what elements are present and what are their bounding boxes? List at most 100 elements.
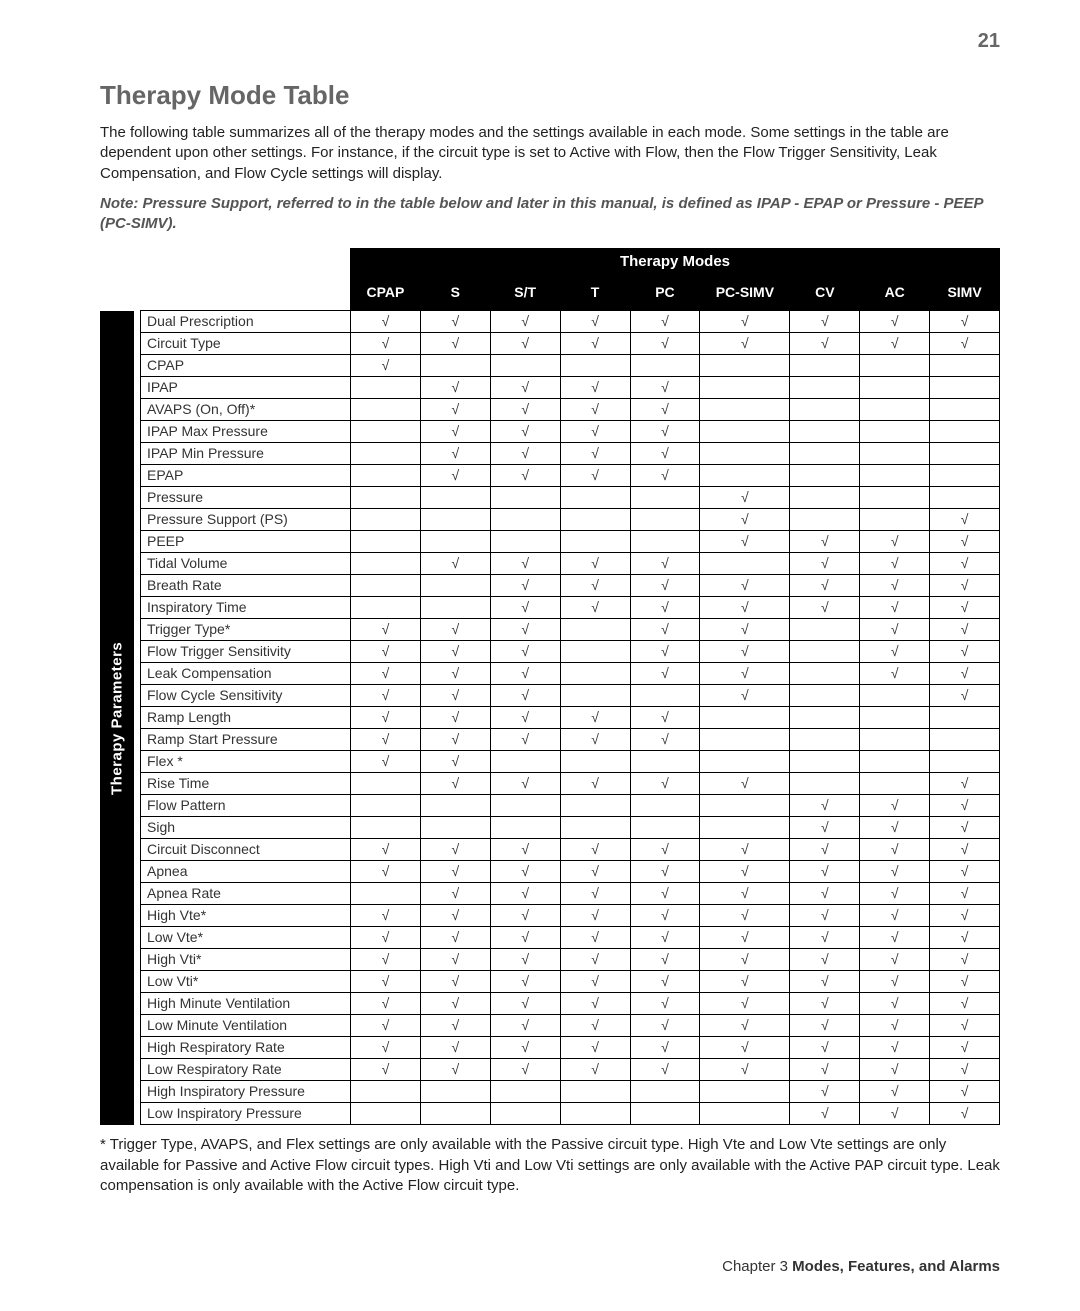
table-cell: √ <box>630 707 700 729</box>
check-icon: √ <box>741 907 749 923</box>
check-icon: √ <box>591 709 599 725</box>
check-icon: √ <box>891 643 899 659</box>
check-icon: √ <box>591 841 599 857</box>
table-cell: √ <box>351 1059 421 1081</box>
check-icon: √ <box>961 621 969 637</box>
table-cell: √ <box>860 619 930 641</box>
table-cell <box>700 399 790 421</box>
table-cell: √ <box>860 1059 930 1081</box>
table-cell: √ <box>860 641 930 663</box>
table-row: IPAP Min Pressure√√√√ <box>141 443 1000 465</box>
check-icon: √ <box>891 819 899 835</box>
table-cell <box>351 553 421 575</box>
table-cell: √ <box>490 641 560 663</box>
table-cell <box>860 465 930 487</box>
footer-chapter: Chapter 3 <box>722 1258 792 1275</box>
check-icon: √ <box>821 1039 829 1055</box>
table-cell: √ <box>630 1015 700 1037</box>
table-row: Rise Time√√√√√√ <box>141 773 1000 795</box>
check-icon: √ <box>382 709 390 725</box>
table-cell: √ <box>490 707 560 729</box>
table-cell: √ <box>490 663 560 685</box>
table-cell: √ <box>560 905 630 927</box>
table-cell <box>930 399 1000 421</box>
table-cell: √ <box>420 927 490 949</box>
table-cell: √ <box>630 1037 700 1059</box>
table-cell: √ <box>700 641 790 663</box>
check-icon: √ <box>661 973 669 989</box>
parameter-label: PEEP <box>141 531 351 553</box>
table-row: Sigh√√√ <box>141 817 1000 839</box>
table-cell: √ <box>420 619 490 641</box>
table-cell: √ <box>351 927 421 949</box>
table-cell <box>700 421 790 443</box>
table-cell: √ <box>790 971 860 993</box>
check-icon: √ <box>891 1017 899 1033</box>
check-icon: √ <box>382 973 390 989</box>
table-cell: √ <box>630 729 700 751</box>
check-icon: √ <box>961 775 969 791</box>
table-cell: √ <box>560 861 630 883</box>
table-cell: √ <box>490 927 560 949</box>
table-cell <box>700 707 790 729</box>
table-row: EPAP√√√√ <box>141 465 1000 487</box>
table-cell: √ <box>490 421 560 443</box>
check-icon: √ <box>821 929 829 945</box>
table-cell: √ <box>930 509 1000 531</box>
check-icon: √ <box>451 555 459 571</box>
table-cell: √ <box>790 1015 860 1037</box>
column-header: S <box>420 275 490 311</box>
check-icon: √ <box>451 841 459 857</box>
table-cell: √ <box>790 949 860 971</box>
check-icon: √ <box>451 863 459 879</box>
table-cell <box>420 575 490 597</box>
check-icon: √ <box>661 643 669 659</box>
check-icon: √ <box>961 511 969 527</box>
parameter-label: Sigh <box>141 817 351 839</box>
table-row: Tidal Volume√√√√√√√ <box>141 553 1000 575</box>
parameter-label: Flex * <box>141 751 351 773</box>
table-row: Low Minute Ventilation√√√√√√√√√ <box>141 1015 1000 1037</box>
table-cell: √ <box>630 839 700 861</box>
check-icon: √ <box>821 599 829 615</box>
check-icon: √ <box>821 819 829 835</box>
check-icon: √ <box>741 665 749 681</box>
check-icon: √ <box>451 445 459 461</box>
table-cell <box>930 751 1000 773</box>
check-icon: √ <box>961 797 969 813</box>
table-row: Flex *√√ <box>141 751 1000 773</box>
check-icon: √ <box>961 1017 969 1033</box>
check-icon: √ <box>382 643 390 659</box>
table-cell: √ <box>560 729 630 751</box>
table-cell: √ <box>490 619 560 641</box>
table-row: Low Vti*√√√√√√√√√ <box>141 971 1000 993</box>
table-cell: √ <box>490 1015 560 1037</box>
check-icon: √ <box>821 995 829 1011</box>
table-cell: √ <box>490 773 560 795</box>
table-cell: √ <box>420 553 490 575</box>
table-cell: √ <box>490 839 560 861</box>
check-icon: √ <box>891 797 899 813</box>
parameter-label: High Vte* <box>141 905 351 927</box>
table-cell <box>930 465 1000 487</box>
parameter-label: Low Vti* <box>141 971 351 993</box>
table-cell: √ <box>790 927 860 949</box>
table-row: Ramp Length√√√√√ <box>141 707 1000 729</box>
table-cell <box>630 795 700 817</box>
check-icon: √ <box>521 467 529 483</box>
table-cell: √ <box>790 553 860 575</box>
table-cell: √ <box>630 773 700 795</box>
check-icon: √ <box>741 489 749 505</box>
check-icon: √ <box>891 665 899 681</box>
parameter-label: Flow Trigger Sensitivity <box>141 641 351 663</box>
table-cell: √ <box>700 993 790 1015</box>
check-icon: √ <box>451 665 459 681</box>
table-cell <box>700 1081 790 1103</box>
check-icon: √ <box>451 335 459 351</box>
table-cell <box>351 817 421 839</box>
table-cell <box>560 531 630 553</box>
table-cell: √ <box>930 1103 1000 1125</box>
table-cell <box>700 355 790 377</box>
table-cell: √ <box>560 773 630 795</box>
table-cell: √ <box>490 905 560 927</box>
